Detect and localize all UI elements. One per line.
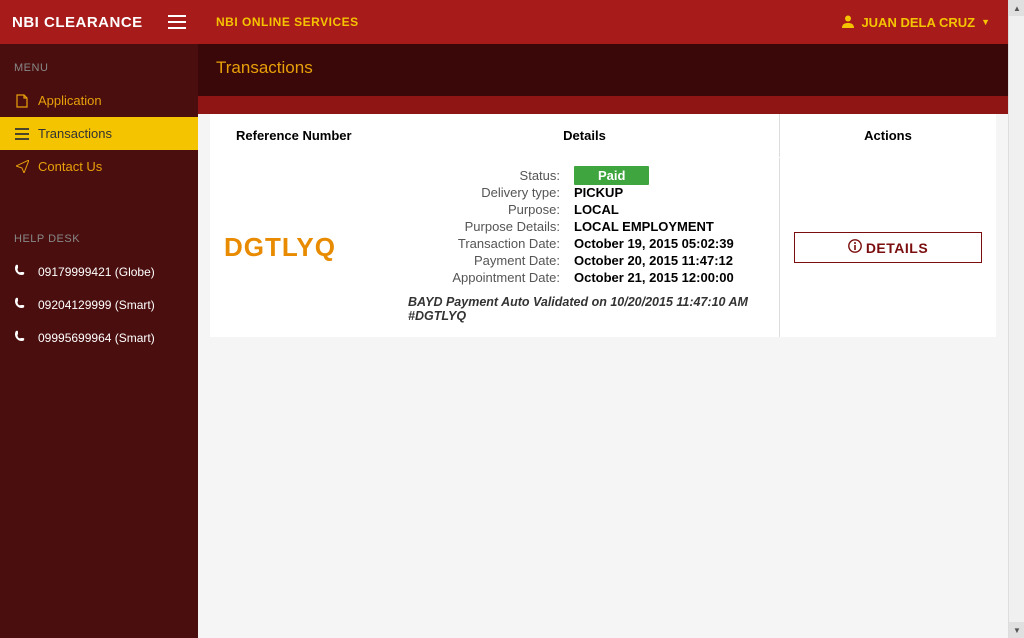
help-item-label: 09995699964 (Smart): [38, 331, 155, 345]
cell-actions: DETAILS: [780, 158, 996, 337]
transactions-panel: Reference Number Details Actions DGTLYQ …: [210, 114, 996, 337]
payment-date-label: Payment Date:: [408, 253, 574, 268]
menu-heading: MENU: [0, 44, 198, 84]
chevron-down-icon: ▼: [981, 17, 990, 27]
main: NBI ONLINE SERVICES JUAN DELA CRUZ ▼ Tra…: [198, 0, 1008, 638]
sidebar-item-label: Transactions: [38, 126, 112, 141]
delivery-type-value: PICKUP: [574, 185, 623, 200]
table-header-reference: Reference Number: [210, 114, 390, 157]
sidebar-item-contact-us[interactable]: Contact Us: [0, 150, 198, 183]
delivery-type-label: Delivery type:: [408, 185, 574, 200]
sidebar-item-label: Contact Us: [38, 159, 102, 174]
payment-date-value: October 20, 2015 11:47:12: [574, 253, 733, 268]
list-icon: [14, 128, 30, 140]
transaction-date-label: Transaction Date:: [408, 236, 574, 251]
table-header-actions: Actions: [780, 114, 996, 157]
page-strip: [198, 96, 1008, 114]
scrollbar-up-icon[interactable]: ▲: [1009, 0, 1024, 16]
topbar: NBI ONLINE SERVICES JUAN DELA CRUZ ▼: [198, 0, 1008, 44]
reference-number: DGTLYQ: [224, 232, 336, 263]
service-name: NBI ONLINE SERVICES: [216, 15, 359, 29]
status-label: Status:: [408, 168, 574, 183]
brand-row: NBI CLEARANCE: [0, 0, 198, 44]
phone-icon: [14, 330, 30, 345]
help-item-smart-2: 09995699964 (Smart): [0, 321, 198, 354]
paper-plane-icon: [14, 160, 30, 173]
sidebar: NBI CLEARANCE MENU Application Transacti…: [0, 0, 198, 638]
scrollbar[interactable]: ▲ ▼: [1008, 0, 1024, 638]
purpose-details-label: Purpose Details:: [408, 219, 574, 234]
user-menu[interactable]: JUAN DELA CRUZ ▼: [841, 14, 990, 31]
phone-icon: [14, 297, 30, 312]
purpose-value: LOCAL: [574, 202, 619, 217]
sidebar-item-application[interactable]: Application: [0, 84, 198, 117]
file-icon: [14, 94, 30, 108]
phone-icon: [14, 264, 30, 279]
hamburger-icon[interactable]: [168, 15, 186, 29]
purpose-label: Purpose:: [408, 202, 574, 217]
table-header: Reference Number Details Actions: [210, 114, 996, 158]
page-title: Transactions: [216, 58, 990, 78]
transaction-date-value: October 19, 2015 05:02:39: [574, 236, 734, 251]
appointment-date-label: Appointment Date:: [408, 270, 574, 285]
user-name: JUAN DELA CRUZ: [861, 15, 975, 30]
table-header-details: Details: [390, 114, 780, 157]
cell-reference: DGTLYQ: [210, 158, 390, 337]
purpose-details-value: LOCAL EMPLOYMENT: [574, 219, 714, 234]
brand-title: NBI CLEARANCE: [12, 14, 143, 31]
cell-details: Status: Paid Delivery type: PICKUP Purpo…: [390, 158, 780, 337]
scrollbar-down-icon[interactable]: ▼: [1009, 622, 1024, 638]
help-item-label: 09204129999 (Smart): [38, 298, 155, 312]
page-title-bar: Transactions: [198, 44, 1008, 96]
content: Reference Number Details Actions DGTLYQ …: [198, 114, 1008, 638]
status-badge: Paid: [574, 166, 649, 185]
validation-note: BAYD Payment Auto Validated on 10/20/201…: [408, 295, 761, 323]
help-item-smart-1: 09204129999 (Smart): [0, 288, 198, 321]
details-button[interactable]: DETAILS: [794, 232, 982, 263]
sidebar-item-label: Application: [38, 93, 102, 108]
sidebar-item-transactions[interactable]: Transactions: [0, 117, 198, 150]
help-item-globe: 09179999421 (Globe): [0, 255, 198, 288]
info-icon: [848, 239, 862, 256]
help-item-label: 09179999421 (Globe): [38, 265, 155, 279]
details-button-label: DETAILS: [866, 240, 928, 256]
appointment-date-value: October 21, 2015 12:00:00: [574, 270, 734, 285]
user-icon: [841, 14, 855, 31]
table-row: DGTLYQ Status: Paid Delivery type: PICKU…: [210, 158, 996, 337]
help-desk-heading: HELP DESK: [0, 183, 198, 255]
